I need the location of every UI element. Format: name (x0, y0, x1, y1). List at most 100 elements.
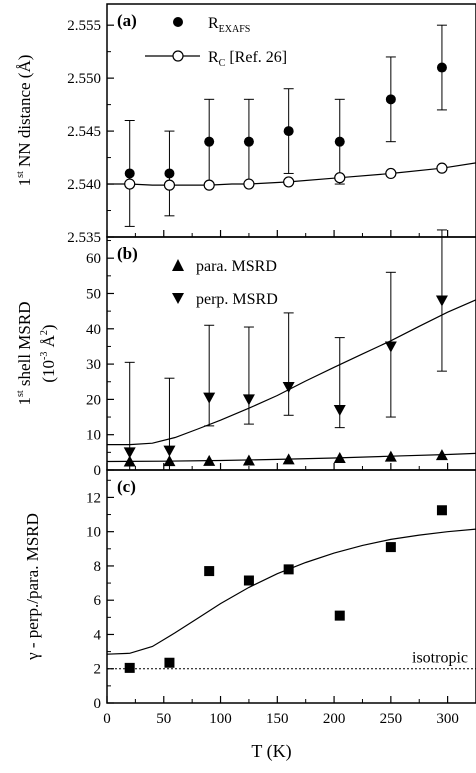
x-tick-label: 250 (380, 711, 403, 727)
y-tick-label: 8 (94, 559, 102, 575)
x-tick-label: 100 (209, 711, 232, 727)
legend-rc-part-1: C (219, 58, 226, 69)
data-point-para (123, 455, 136, 467)
y-axis-label: γ - perp./para. MSRD (23, 513, 42, 661)
y-tick-label: 0 (94, 463, 102, 479)
data-point-rexafs (385, 94, 396, 105)
y-axis-label-line2-part-3: 2 (39, 330, 50, 335)
y-tick-label: 2.535 (67, 230, 101, 246)
data-point-gamma (385, 542, 396, 553)
y-axis-label: 1st NN distance (Å) (15, 55, 34, 187)
y-tick-label: 30 (86, 357, 101, 373)
y-axis-label-part-0: 1 (15, 178, 34, 187)
legend-label-rc: RC [Ref. 26] (208, 49, 287, 69)
legend-label-perp: perp. MSRD (196, 291, 278, 308)
y-tick-label: 12 (86, 490, 101, 506)
data-point-perp (282, 382, 295, 394)
data-point-rc (203, 179, 215, 191)
y-tick-label: 2 (94, 662, 102, 678)
data-point-rexafs (243, 136, 254, 147)
y-tick-label: 10 (86, 525, 101, 541)
y-tick-label: 10 (86, 428, 101, 444)
data-point-para (435, 449, 448, 461)
legend-rc-part-0: R (208, 49, 219, 66)
data-point-perp (203, 392, 216, 404)
y-axis-label-line2-part-1: -3 (39, 352, 50, 360)
data-point-para (333, 451, 346, 463)
x-tick-label: 0 (103, 711, 111, 727)
y-tick-label: 20 (86, 392, 101, 408)
data-point-rexafs (164, 168, 175, 179)
legend-rexafs-part-0: R (208, 15, 219, 32)
y-tick-label: 0 (94, 696, 102, 712)
y-tick-label: 2.540 (67, 177, 101, 193)
y-tick-label: 50 (86, 286, 101, 302)
data-point-gamma (436, 505, 447, 516)
data-point-gamma (243, 575, 254, 586)
legend-rc-part-2: [Ref. 26] (225, 49, 287, 66)
y-axis-label-part-2: NN distance (Å) (15, 55, 34, 172)
y-axis-label-line1-part-2: shell MSRD (15, 302, 34, 391)
y-tick-label: 4 (94, 627, 102, 643)
data-point-gamma (283, 564, 294, 575)
y-axis-label-line2-part-4: ) (39, 324, 58, 330)
data-point-gamma (334, 610, 345, 621)
data-point-perp (384, 341, 397, 353)
y-tick-label: 2.545 (67, 124, 101, 140)
data-point-rc (283, 176, 295, 188)
data-point-perp (333, 404, 346, 416)
data-point-gamma (164, 657, 175, 668)
data-point-rc (385, 167, 397, 180)
legend-marker-perp (172, 293, 184, 304)
legend-marker-rexafs (173, 17, 183, 27)
model-curve (106, 452, 476, 463)
y-axis-label-line2: (10-3 Å2) (39, 324, 58, 382)
y-axis-label-line2-part-2: Å (39, 334, 58, 351)
x-axis: 0 50 100 150 200 250 300 T (K) (103, 711, 459, 762)
panel-label: (c) (117, 477, 136, 496)
data-point-rc (243, 178, 255, 190)
model-curve (107, 299, 476, 446)
y-tick-label: 40 (86, 322, 101, 338)
y-tick-label: 60 (86, 251, 101, 267)
legend-marker-para (172, 259, 184, 271)
y-axis-label-line2-part-0: (10 (39, 360, 58, 383)
data-point-para (282, 453, 295, 465)
y-tick-label: 2.555 (67, 18, 101, 34)
y-tick-label: 6 (94, 593, 102, 609)
legend-label-rexafs: REXAFS (208, 15, 250, 35)
data-point-gamma (204, 566, 215, 577)
data-point-para (203, 454, 216, 466)
data-point-perp (163, 445, 176, 457)
data-point-rc (163, 179, 176, 191)
data-point-rc (124, 178, 136, 190)
y-axis-label-line1: 1st shell MSRD (15, 302, 34, 406)
panel-label: (a) (117, 11, 137, 30)
isotropic-label: isotropic (412, 650, 468, 667)
data-point-rexafs (283, 126, 294, 137)
x-tick-label: 150 (266, 711, 289, 727)
data-point-para (384, 450, 397, 462)
plot-frame (106, 236, 476, 471)
panel-label: (b) (117, 244, 138, 263)
legend-marker-rc (172, 50, 184, 62)
data-point-rexafs (204, 136, 215, 147)
data-point-perp (123, 447, 136, 459)
data-point-rc (436, 162, 448, 174)
x-tick-label: 200 (323, 711, 346, 727)
data-point-perp (242, 394, 255, 406)
x-tick-label: 50 (156, 711, 171, 727)
data-point-para (242, 454, 255, 466)
x-axis-label: T (K) (251, 741, 291, 762)
y-axis-label-line1-part-1: st (15, 390, 26, 397)
panel-c: 0 2 4 6 8 10 12 (c) γ - perp./para. MSRD isotropi… (23, 469, 476, 712)
plot-frame (106, 469, 476, 704)
data-point-rexafs (334, 136, 345, 147)
data-point-rexafs (124, 168, 135, 179)
legend-label-para: para. MSRD (196, 258, 277, 275)
data-point-gamma (124, 662, 135, 673)
data-point-rexafs (436, 62, 447, 73)
legend-rexafs-part-1: EXAFS (219, 24, 251, 35)
data-point-rc (334, 172, 346, 184)
